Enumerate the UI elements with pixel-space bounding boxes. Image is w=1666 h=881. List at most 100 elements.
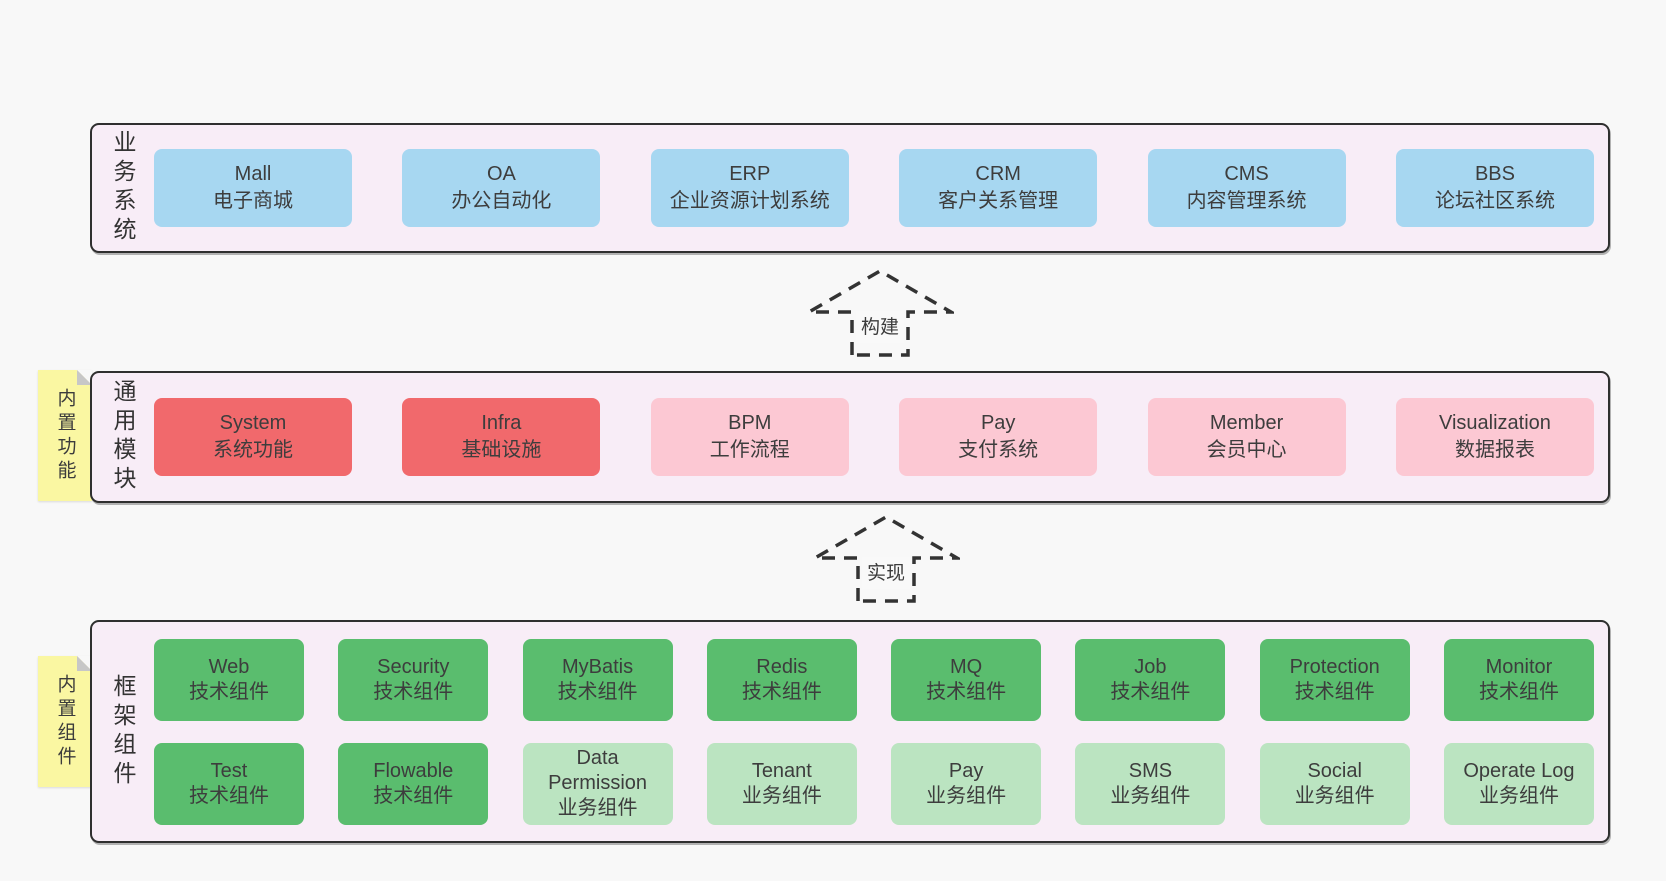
box-title: BPM [728,412,772,434]
box-subtitle: 电子商城 [213,190,293,212]
box-bpm: BPM 工作流程 [650,398,849,476]
box-flowable: Flowable 技术组件 [338,742,489,825]
box-title: Visualization [1438,412,1551,434]
box-redis: Redis 技术组件 [706,638,857,721]
box-title: Security [377,655,450,678]
box-visualization: Visualization 数据报表 [1395,398,1594,476]
box-pay-business: Pay 业务组件 [891,742,1042,825]
sticky-note-builtin-components: 内置组件 [38,656,92,787]
box-title: Mall [234,163,272,185]
box-erp: ERP 企业资源计划系统 [650,149,849,227]
box-title: OA [486,163,516,185]
box-member: Member 会员中心 [1147,398,1346,476]
box-title: Redis [756,655,808,678]
panel-side-label: 通用模块 [110,379,136,495]
box-title: Protection [1289,655,1380,678]
box-title: System [219,412,287,434]
arrow-implement: 实现 [812,514,960,604]
box-security: Security 技术组件 [338,638,489,721]
box-test: Test 技术组件 [154,742,304,825]
box-title: Flowable [373,759,454,782]
box-monitor: Monitor 技术组件 [1443,638,1594,721]
box-mq: MQ 技术组件 [891,638,1042,721]
sticky-note-builtin-features: 内置功能 [38,370,92,501]
box-subtitle: 业务组件 [741,784,822,807]
box-oa: OA 办公自动化 [402,149,601,227]
panel-side-label: 业务系统 [110,130,136,246]
panel-side-label-col: 通用模块 [92,373,154,501]
box-subtitle: 技术组件 [373,680,454,703]
box-subtitle: 业务组件 [926,784,1007,807]
panel-business-systems: 业务系统 Mall 电子商城 OA 办公自动化 ERP 企业资源计划系统 CRM [90,123,1610,253]
box-job: Job 技术组件 [1075,638,1226,721]
box-subtitle: 技术组件 [189,784,269,807]
box-title: Job [1134,655,1167,678]
box-title: CRM [975,163,1021,185]
box-pay-system: Pay 支付系统 [899,398,1098,476]
box-subtitle: 业务组件 [1478,784,1559,807]
box-title: Web [208,655,250,678]
arrow-label: 构建 [855,311,905,343]
box-system: System 系统功能 [154,398,352,476]
sticky-label: 内置组件 [54,673,76,770]
box-subtitle: 客户关系管理 [938,190,1059,212]
panel-rows: Web 技术组件 Security 技术组件 MyBatis 技术组件 Redi… [154,622,1608,841]
panel-side-label-col: 框架组件 [92,622,154,841]
box-subtitle: 技术组件 [1478,680,1559,703]
box-subtitle: 技术组件 [189,680,269,703]
box-subtitle: 技术组件 [926,680,1007,703]
box-subtitle: 办公自动化 [451,190,552,212]
box-row: Web 技术组件 Security 技术组件 MyBatis 技术组件 Redi… [154,638,1594,721]
box-subtitle: 技术组件 [741,680,822,703]
box-infra: Infra 基础设施 [402,398,601,476]
box-title: CMS [1224,163,1269,185]
box-subtitle: 内容管理系统 [1186,190,1307,212]
box-subtitle: 业务组件 [1294,784,1375,807]
box-title: Pay [948,759,984,782]
box-title: MyBatis [562,655,634,678]
arrow-build: 构建 [806,268,954,358]
box-title: Member [1209,412,1284,434]
up-arrow-icon [812,514,960,603]
box-protection: Protection 技术组件 [1259,638,1410,721]
box-subtitle: 数据报表 [1454,439,1535,461]
box-title: ERP [729,163,771,185]
box-operate-log: Operate Log 业务组件 [1443,742,1594,825]
box-title: Tenant [751,759,812,782]
box-row: Mall 电子商城 OA 办公自动化 ERP 企业资源计划系统 CRM 客户关系… [154,149,1594,227]
box-title: MQ [950,655,983,678]
box-title: Monitor [1485,655,1553,678]
panel-side-label: 框架组件 [110,673,136,790]
box-title: Data Permission [548,747,648,794]
box-subtitle: 工作流程 [709,439,790,461]
box-mall: Mall 电子商城 [154,149,352,227]
box-subtitle: 业务组件 [557,797,638,819]
box-subtitle: 技术组件 [1110,680,1191,703]
box-title: Operate Log [1463,759,1575,782]
box-bbs: BBS 论坛社区系统 [1395,149,1594,227]
panel-framework-components: 框架组件 Web 技术组件 Security 技术组件 MyBatis 技术组件… [90,620,1610,843]
box-tenant: Tenant 业务组件 [706,742,857,825]
box-subtitle: 业务组件 [1110,784,1191,807]
box-title: Infra [481,412,522,434]
box-cms: CMS 内容管理系统 [1147,149,1346,227]
box-title: Social [1307,759,1362,782]
box-subtitle: 系统功能 [213,439,293,461]
box-subtitle: 技术组件 [557,680,638,703]
panel-side-label-col: 业务系统 [92,125,154,251]
box-subtitle: 会员中心 [1206,439,1287,461]
box-web: Web 技术组件 [154,638,304,721]
panel-common-modules: 通用模块 System 系统功能 Infra 基础设施 BPM 工作流程 Pay [90,371,1610,503]
sticky-label: 内置功能 [54,387,76,484]
box-data-permission: Data Permission 业务组件 [522,742,673,825]
box-sms: SMS 业务组件 [1075,742,1226,825]
box-subtitle: 企业资源计划系统 [669,190,830,212]
up-arrow-icon [806,268,954,357]
box-social: Social 业务组件 [1259,742,1410,825]
box-title: BBS [1474,163,1515,185]
arrow-label: 实现 [861,557,911,589]
box-subtitle: 支付系统 [958,439,1039,461]
box-subtitle: 基础设施 [461,439,542,461]
box-mybatis: MyBatis 技术组件 [522,638,673,721]
box-subtitle: 论坛社区系统 [1434,190,1555,212]
